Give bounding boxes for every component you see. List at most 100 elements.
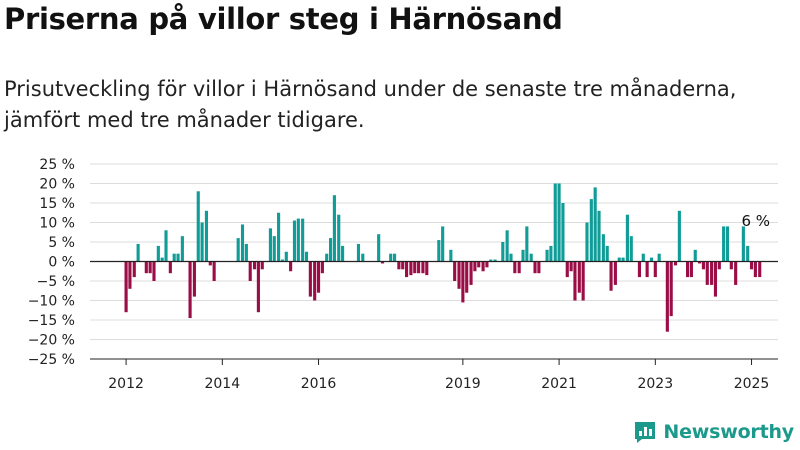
data-bar (304, 251, 309, 262)
data-bar (569, 261, 573, 272)
data-bar (641, 253, 645, 262)
y-tick-label: 5 % (48, 235, 75, 251)
data-bar (164, 230, 168, 262)
data-bar (657, 253, 661, 262)
data-bar (725, 226, 730, 262)
data-bar (513, 261, 517, 274)
data-bar (489, 259, 493, 262)
data-bar (441, 226, 445, 262)
data-bar (160, 257, 164, 262)
data-bar (717, 261, 721, 270)
data-bar (425, 261, 429, 276)
data-bar (509, 253, 513, 262)
data-bar (392, 253, 397, 262)
data-bar (537, 261, 541, 274)
data-bar (617, 257, 621, 262)
data-bar (329, 238, 333, 262)
y-tick-label: −20 % (28, 333, 75, 349)
data-bar (204, 210, 208, 262)
data-bar (577, 261, 581, 293)
latest-value-annotation: 6 % (742, 212, 771, 230)
data-bar (741, 226, 745, 262)
data-bar (405, 261, 409, 278)
data-bar (124, 261, 128, 313)
data-bar (753, 261, 757, 278)
chart-title: Priserna på villor steg i Härnösand (4, 2, 563, 36)
data-bar (629, 236, 633, 262)
data-bar (457, 261, 461, 289)
data-bar (485, 261, 489, 268)
data-bar (493, 259, 497, 262)
data-bar (449, 249, 453, 262)
data-bar (645, 261, 649, 278)
data-bar (585, 222, 589, 262)
data-bar (316, 261, 321, 293)
data-bar (401, 261, 405, 270)
data-bar (465, 261, 469, 293)
y-tick-label: 25 % (39, 157, 75, 173)
data-bar (621, 257, 625, 262)
data-bar (136, 243, 140, 262)
data-bar (653, 261, 657, 278)
data-bar (256, 261, 260, 313)
y-tick-label: 0 % (48, 255, 75, 271)
x-axis: 2012 2014 2016 2019 2021 2023 2025 (90, 260, 778, 392)
data-bar (172, 253, 176, 262)
y-tick-label: −5 % (37, 274, 75, 290)
data-bar (453, 261, 457, 281)
y-tick-label: −10 % (28, 294, 75, 310)
x-tick-label: 2023 (637, 376, 673, 392)
data-bar (689, 261, 693, 278)
newsworthy-brand: Newsworthy (633, 420, 794, 444)
data-bar (461, 261, 465, 303)
data-bar (148, 261, 152, 274)
data-bar (698, 261, 702, 264)
data-bar (332, 195, 336, 262)
data-bar (729, 261, 733, 270)
data-bar (685, 261, 690, 278)
data-bar (713, 261, 718, 297)
data-bar (292, 220, 297, 262)
data-bar (625, 214, 629, 262)
data-bar (477, 261, 481, 268)
data-bar (284, 251, 288, 262)
data-bar (693, 249, 697, 262)
data-bar (613, 261, 617, 285)
data-bar (277, 212, 281, 262)
data-bar (156, 245, 160, 262)
brand-name: Newsworthy (663, 421, 794, 443)
data-bar (521, 249, 525, 262)
data-bar (421, 261, 425, 274)
data-bar (705, 261, 709, 285)
newsworthy-logo-icon (635, 422, 656, 443)
data-bar (176, 253, 180, 262)
data-bar (272, 236, 276, 262)
data-bar (128, 261, 132, 289)
data-bar (192, 261, 196, 297)
data-bar (589, 199, 593, 262)
data-bar (168, 261, 172, 274)
data-bar (677, 210, 681, 262)
data-bar (188, 261, 192, 319)
data-bar (549, 245, 553, 262)
data-bar (377, 234, 381, 262)
gridlines (90, 163, 778, 360)
data-bar (252, 261, 257, 270)
data-bar (413, 261, 417, 274)
data-bar (481, 261, 485, 272)
chart-subtitle: Prisutveckling för villor i Härnösand un… (4, 77, 737, 132)
data-bar (417, 261, 421, 274)
data-bar (605, 245, 609, 262)
data-bar (268, 228, 272, 262)
data-bar (529, 253, 533, 262)
x-tick-label: 2016 (301, 376, 337, 392)
y-tick-label: 15 % (39, 196, 75, 212)
data-bar (553, 183, 557, 262)
x-tick-label: 2014 (204, 376, 240, 392)
data-bar (152, 261, 156, 281)
data-bar (320, 261, 324, 274)
data-bar (469, 261, 473, 285)
data-bar (325, 253, 329, 262)
data-bar (212, 261, 216, 281)
data-bar (380, 261, 385, 264)
